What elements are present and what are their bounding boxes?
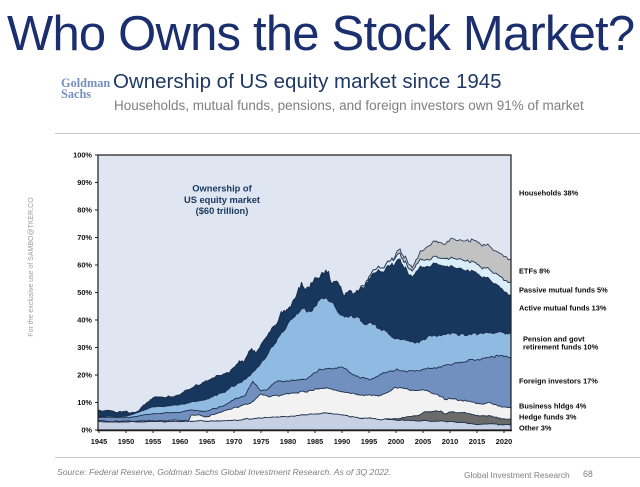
svg-text:60%: 60% [77,261,92,270]
svg-text:2010: 2010 [442,437,458,446]
svg-text:1995: 1995 [361,437,377,446]
svg-text:Business hldgs 4%: Business hldgs 4% [519,402,587,411]
svg-text:1970: 1970 [226,437,242,446]
svg-text:1975: 1975 [253,437,269,446]
svg-text:1950: 1950 [118,437,134,446]
svg-text:2015: 2015 [469,437,485,446]
svg-text:2020: 2020 [496,437,512,446]
svg-text:US equity market: US equity market [184,195,260,205]
svg-text:retirement funds 10%: retirement funds 10% [523,343,599,352]
svg-text:Passive mutual funds 5%: Passive mutual funds 5% [519,286,608,295]
svg-text:50%: 50% [77,288,92,297]
svg-text:1965: 1965 [199,437,215,446]
svg-text:20%: 20% [77,371,92,380]
svg-text:1985: 1985 [307,437,323,446]
svg-text:Ownership of: Ownership of [192,184,252,194]
svg-text:90%: 90% [77,178,92,187]
svg-text:2005: 2005 [415,437,431,446]
svg-text:80%: 80% [77,206,92,215]
svg-text:Pension and govt: Pension and govt [523,335,585,344]
svg-text:ETFs 8%: ETFs 8% [519,267,550,276]
svg-text:10%: 10% [77,398,92,407]
svg-text:0%: 0% [81,426,92,435]
svg-text:1990: 1990 [334,437,350,446]
svg-text:Hedge funds 3%: Hedge funds 3% [519,413,577,422]
svg-text:Other 3%: Other 3% [519,424,552,433]
svg-text:70%: 70% [77,233,92,242]
svg-text:40%: 40% [77,316,92,325]
svg-text:1945: 1945 [91,437,107,446]
svg-text:Households 38%: Households 38% [519,189,579,198]
svg-text:100%: 100% [73,151,92,160]
svg-text:Active mutual funds 13%: Active mutual funds 13% [519,304,607,313]
svg-text:1980: 1980 [280,437,296,446]
svg-text:1955: 1955 [145,437,161,446]
svg-text:For the exclusive use of SAMBO: For the exclusive use of SAMBO@TKER.CO [28,197,35,337]
svg-text:($60 trillion): ($60 trillion) [196,206,249,216]
svg-text:30%: 30% [77,343,92,352]
svg-text:2000: 2000 [388,437,404,446]
svg-text:1960: 1960 [172,437,188,446]
svg-text:Foreign investors 17%: Foreign investors 17% [519,377,598,386]
